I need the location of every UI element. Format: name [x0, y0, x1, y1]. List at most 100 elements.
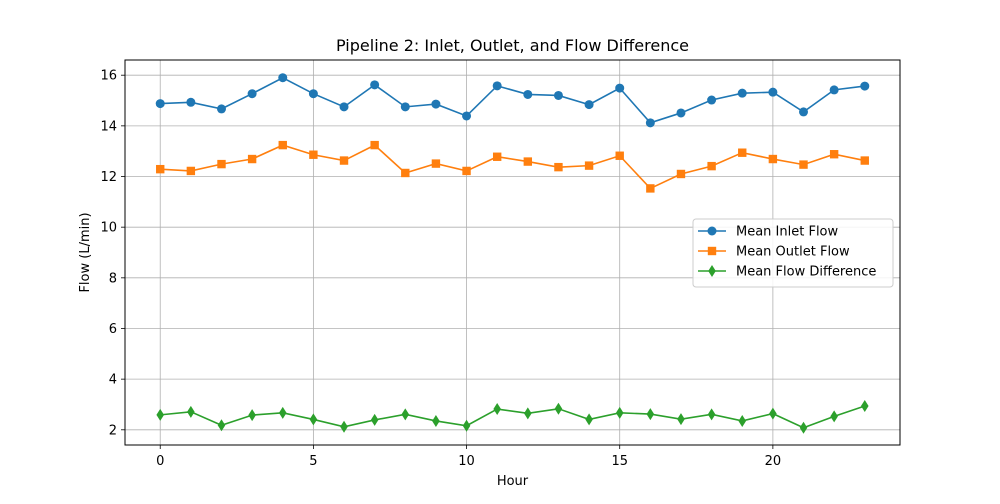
legend: Mean Inlet Flow Mean Outlet Flow Mean Flow… — [692, 218, 894, 288]
data-point — [339, 156, 349, 165]
series-square-group — [156, 140, 869, 193]
data-point — [309, 413, 318, 426]
axis-ticks: 0 5 10 15 20 2 4 6 8 10 12 14 16 — [100, 69, 781, 469]
x-tick-label: 0 — [156, 454, 164, 469]
data-point — [462, 166, 471, 176]
x-tick-label: 5 — [309, 454, 317, 469]
data-point — [768, 87, 778, 97]
data-point — [646, 184, 655, 193]
legend-item: Mean Outlet Flow — [698, 245, 850, 260]
data-point — [186, 166, 196, 176]
data-point — [431, 159, 441, 168]
y-tick-label: 16 — [100, 69, 117, 84]
data-point — [462, 111, 472, 121]
series-line — [160, 144, 865, 190]
chart-title: Pipeline 2: Inlet, Outlet, and Flow Diff… — [336, 36, 689, 55]
y-tick-label: 14 — [100, 119, 117, 134]
legend-marker — [707, 246, 717, 256]
series-line — [160, 405, 866, 429]
data-point — [401, 408, 410, 421]
x-axis-label: Hour — [497, 474, 529, 489]
data-point — [401, 168, 410, 178]
data-point — [676, 169, 686, 179]
data-point — [400, 102, 410, 112]
data-point — [554, 402, 563, 415]
data-point — [493, 403, 501, 416]
data-point — [431, 99, 441, 109]
data-point — [615, 83, 625, 93]
data-point — [677, 413, 685, 426]
data-point — [769, 407, 777, 420]
data-point — [584, 161, 594, 170]
data-point — [738, 148, 747, 157]
data-point — [676, 108, 686, 118]
data-point — [829, 150, 839, 159]
data-point — [155, 99, 165, 109]
data-point — [585, 413, 593, 426]
legend-item: Mean Flow Difference — [698, 265, 876, 280]
plot-series — [155, 73, 870, 434]
data-point — [830, 410, 838, 423]
data-point — [187, 405, 195, 418]
data-point — [584, 100, 594, 110]
data-point — [308, 89, 318, 99]
data-point — [707, 95, 717, 105]
data-point — [615, 406, 624, 419]
data-point — [707, 161, 716, 171]
data-point — [339, 102, 349, 112]
data-point — [524, 407, 532, 420]
data-point — [278, 73, 288, 83]
data-point — [523, 157, 533, 166]
legend-box — [692, 218, 894, 288]
data-point — [432, 414, 440, 427]
data-point — [737, 88, 747, 98]
legend-label: Mean Inlet Flow — [736, 225, 839, 240]
data-point — [217, 419, 226, 432]
data-point — [340, 420, 348, 433]
series-diamond-group — [156, 399, 869, 434]
data-point — [370, 80, 380, 90]
data-point — [554, 162, 563, 172]
legend-label: Mean Outlet Flow — [736, 245, 850, 260]
data-point — [278, 406, 287, 419]
data-point — [156, 164, 165, 174]
legend-marker — [707, 226, 717, 236]
y-tick-label: 6 — [109, 322, 117, 337]
data-point — [860, 156, 869, 165]
y-axis-label: Flow (L/min) — [78, 212, 93, 292]
data-point — [799, 107, 809, 117]
data-point — [646, 408, 655, 421]
series-line — [160, 76, 865, 124]
data-point — [309, 150, 318, 159]
data-point — [186, 97, 196, 107]
data-point — [799, 421, 808, 434]
y-tick-label: 12 — [100, 170, 117, 185]
data-point — [523, 89, 533, 99]
x-tick-label: 15 — [611, 454, 628, 469]
data-point — [462, 419, 471, 432]
data-point — [492, 152, 502, 161]
x-tick-label: 10 — [458, 454, 475, 469]
series-circle-group — [155, 73, 870, 128]
data-point — [860, 399, 869, 412]
data-point — [247, 154, 257, 164]
data-point — [829, 85, 839, 95]
data-point — [278, 140, 287, 150]
data-point — [247, 89, 257, 99]
data-point — [768, 154, 778, 164]
data-point — [860, 81, 870, 91]
x-tick-label: 20 — [765, 454, 782, 469]
y-tick-label: 10 — [100, 221, 117, 236]
data-point — [248, 409, 256, 422]
y-tick-label: 4 — [109, 373, 117, 388]
data-point — [370, 413, 379, 426]
plot-frame — [124, 59, 901, 446]
data-point — [370, 140, 379, 150]
data-point — [217, 159, 226, 169]
data-point — [645, 118, 655, 128]
data-point — [799, 160, 808, 169]
y-tick-label: 8 — [109, 271, 117, 286]
data-point — [615, 151, 624, 160]
data-point — [156, 408, 165, 421]
